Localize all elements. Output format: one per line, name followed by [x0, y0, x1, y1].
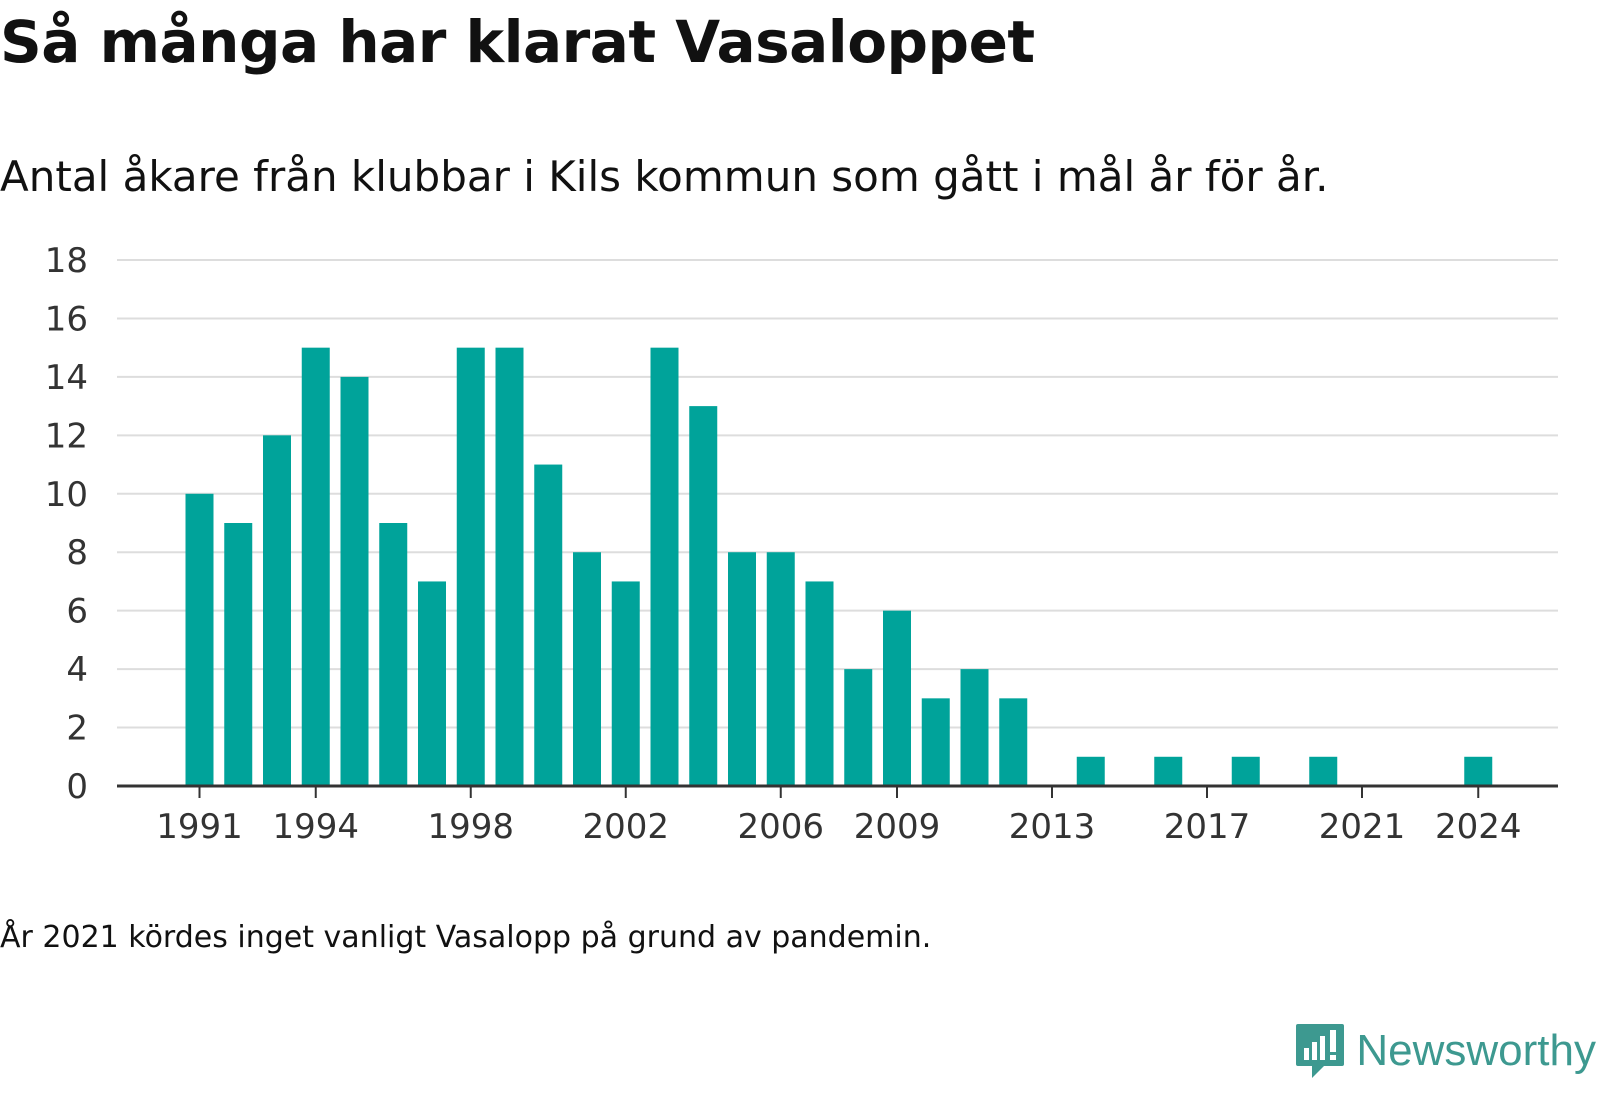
- bar-1997: [418, 581, 446, 786]
- bar-1996: [379, 523, 408, 786]
- y-tick-label: 12: [45, 416, 88, 456]
- x-tick-label: 2021: [1319, 807, 1406, 847]
- y-tick-label: 10: [45, 475, 88, 515]
- bar-2011: [960, 669, 989, 786]
- y-tick-label: 16: [45, 299, 88, 339]
- bar-2010: [921, 698, 950, 786]
- x-tick-label: 2024: [1435, 807, 1522, 847]
- bar-2014: [1076, 756, 1105, 786]
- bar-2003: [650, 347, 679, 786]
- x-tick-label: 1998: [427, 807, 514, 847]
- x-tick-label: 2017: [1164, 807, 1251, 847]
- chart-subtitle: Antal åkare från klubbar i Kils kommun s…: [0, 152, 1329, 201]
- bar-1991: [185, 493, 214, 786]
- x-tick-label: 2002: [582, 807, 669, 847]
- bar-2002: [611, 581, 640, 786]
- brand-logo: Newsworthy: [1294, 1022, 1596, 1080]
- x-axis: 1991 1994 1998 2002 2006 2009 2013 2017 2021 2024: [117, 784, 1558, 847]
- bar-2006: [766, 552, 795, 786]
- y-axis-ticks: 0 2 4 6 8 10 12 14 16 18: [45, 241, 88, 807]
- footnote: År 2021 kördes inget vanligt Vasalopp på…: [0, 920, 932, 955]
- bar-2018: [1231, 756, 1260, 786]
- bar-1995: [340, 376, 369, 786]
- x-tick-label: 2006: [737, 807, 824, 847]
- gridlines: [117, 259, 1558, 729]
- y-tick-label: 4: [66, 650, 88, 690]
- bar-2004: [689, 406, 718, 786]
- bar-1999: [495, 347, 524, 786]
- bar-2005: [728, 552, 756, 786]
- bar-2020: [1309, 756, 1338, 786]
- y-tick-label: 2: [66, 709, 88, 749]
- bar-1993: [263, 435, 291, 786]
- x-tick-label: 2013: [1009, 807, 1096, 847]
- bar-2009: [883, 610, 911, 786]
- bars: [185, 347, 1493, 786]
- bar-2000: [534, 464, 563, 786]
- y-tick-label: 18: [45, 241, 88, 281]
- bar-chart: 0 2 4 6 8 10 12 14 16 18 1991 1994 1998 2002 2006 2009…: [45, 241, 1558, 847]
- bar-2008: [844, 669, 873, 786]
- x-tick-label: 1994: [272, 807, 359, 847]
- y-tick-label: 8: [66, 533, 88, 573]
- bar-1998: [456, 347, 485, 786]
- bar-1992: [224, 523, 253, 786]
- bar-2012: [999, 698, 1028, 786]
- y-tick-label: 14: [45, 358, 88, 398]
- newsworthy-logo-icon: [1296, 1024, 1345, 1078]
- chart-title: Så många har klarat Vasaloppet: [0, 8, 1035, 76]
- bar-2024: [1464, 756, 1493, 786]
- x-tick-label: 2009: [854, 807, 941, 847]
- bar-2016: [1154, 756, 1183, 786]
- bar-1994: [301, 347, 330, 786]
- bar-2001: [573, 552, 601, 786]
- x-tick-label: 1991: [156, 807, 243, 847]
- brand-name: Newsworthy: [1356, 1026, 1596, 1075]
- y-tick-label: 0: [66, 767, 88, 807]
- y-tick-label: 6: [66, 592, 88, 632]
- bar-2007: [805, 581, 834, 786]
